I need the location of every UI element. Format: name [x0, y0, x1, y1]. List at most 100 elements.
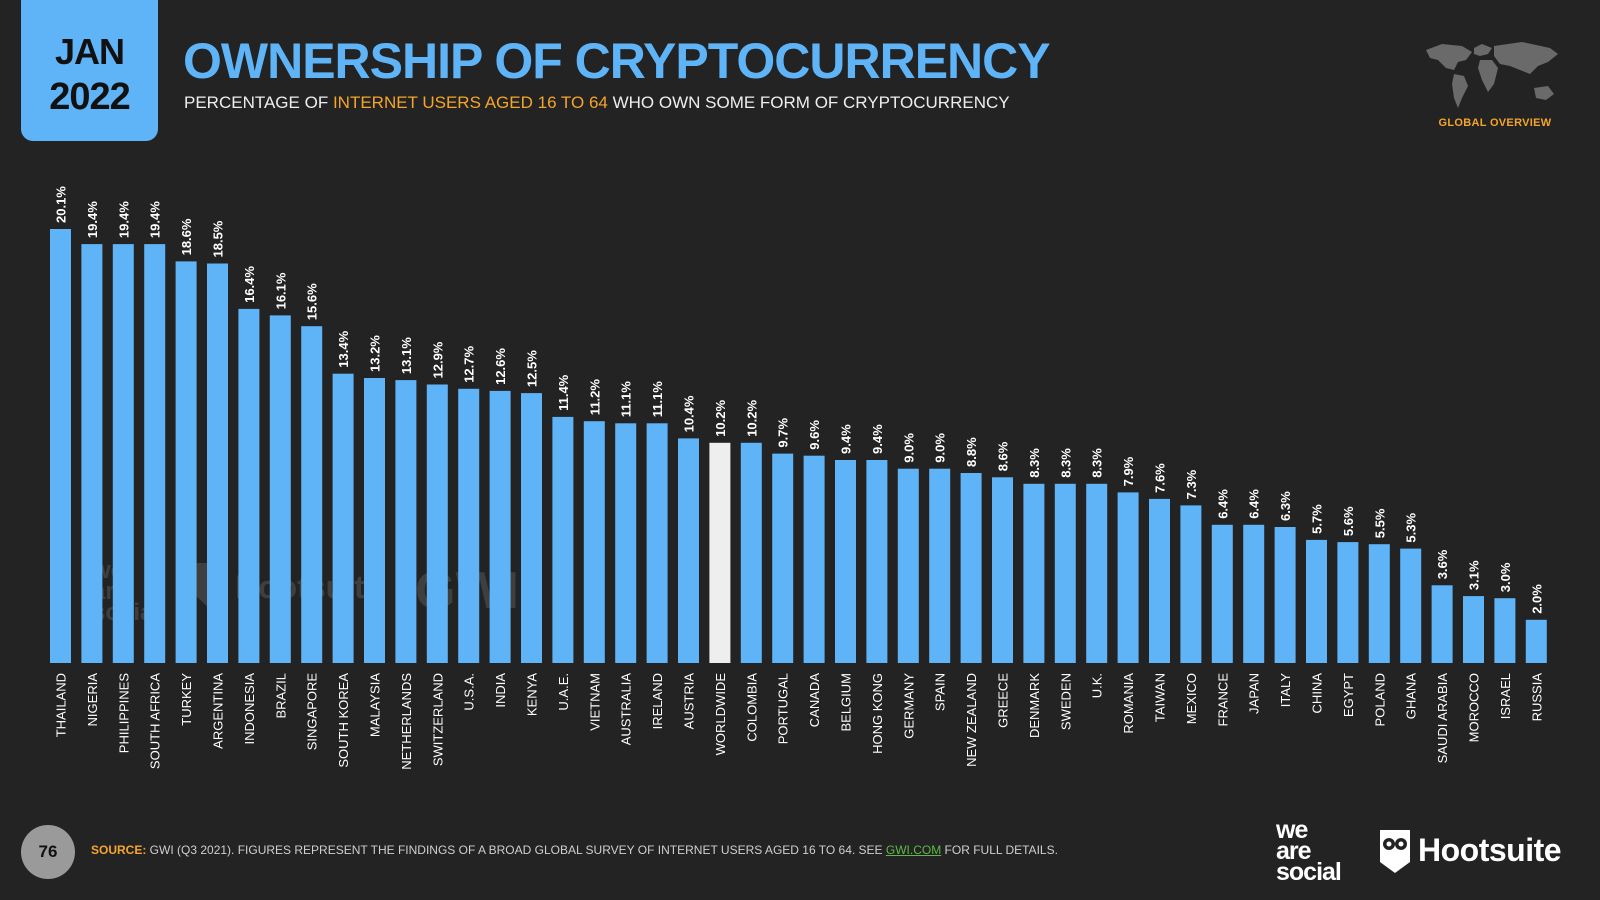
value-label: 13.1%: [399, 337, 414, 374]
value-label: 3.0%: [1498, 562, 1513, 592]
bar-sweden: [1054, 483, 1076, 663]
value-label: 8.3%: [1027, 448, 1042, 478]
category-label: SOUTH AFRICA: [148, 673, 163, 769]
bar-morocco: [1463, 596, 1484, 663]
category-label: U.K.: [1090, 673, 1105, 698]
value-label: 9.7%: [776, 418, 791, 448]
value-label: 7.9%: [1121, 456, 1136, 486]
value-label: 12.9%: [430, 341, 445, 378]
bar-japan: [1243, 524, 1265, 663]
bar-ghana: [1400, 548, 1422, 663]
category-label: SPAIN: [933, 673, 948, 711]
bar-u-k: [1086, 483, 1108, 663]
bar-greece: [992, 477, 1013, 663]
category-label: INDIA: [493, 673, 508, 708]
bar-south-korea: [332, 373, 354, 663]
value-label: 8.3%: [1058, 448, 1073, 478]
value-label: 9.0%: [933, 433, 948, 463]
category-label: PHILIPPINES: [116, 673, 131, 754]
category-label: SAUDI ARABIA: [1435, 673, 1450, 764]
bar-turkey: [175, 261, 197, 663]
value-label: 13.2%: [368, 335, 383, 372]
bar-chart: we are social Hootsuite GWI. 20.1%THAILA…: [50, 186, 1547, 770]
bars: 20.1% THAILAND 19.4% NIGERIA 19.4% PHILIPPINE…: [50, 186, 1547, 770]
value-label: 8.6%: [996, 441, 1011, 471]
category-label: SINGAPORE: [305, 673, 320, 751]
value-label: 8.3%: [1090, 448, 1105, 478]
page-number: 76: [21, 825, 75, 879]
bar-taiwan: [1149, 498, 1170, 663]
bar-netherlands: [395, 380, 417, 663]
bar-worldwide: [709, 442, 731, 663]
value-label: 8.8%: [964, 437, 979, 467]
value-label: 5.6%: [1341, 506, 1356, 536]
value-label: 9.4%: [839, 424, 854, 454]
bar-hong-kong: [866, 460, 888, 663]
bar-brazil: [269, 315, 291, 663]
bar-france: [1211, 524, 1233, 663]
bar-israel: [1494, 598, 1516, 663]
category-label: INDONESIA: [242, 673, 257, 745]
bar-australia: [615, 423, 637, 663]
category-label: SWEDEN: [1058, 673, 1073, 730]
bar-russia: [1525, 619, 1547, 663]
value-label: 11.4%: [556, 374, 571, 411]
category-label: GHANA: [1404, 673, 1419, 720]
category-label: PORTUGAL: [776, 673, 791, 744]
bar-new-zealand: [960, 473, 982, 663]
bar-malaysia: [364, 378, 385, 663]
category-label: GREECE: [996, 673, 1011, 728]
source-tail: FOR FULL DETAILS.: [941, 843, 1058, 857]
value-label: 5.5%: [1372, 508, 1387, 538]
bar-philippines: [112, 244, 134, 663]
bar-south-africa: [144, 244, 166, 663]
category-label: ISRAEL: [1498, 673, 1513, 719]
value-label: 5.7%: [1310, 504, 1325, 534]
category-label: TAIWAN: [1153, 673, 1168, 722]
value-label: 10.4%: [682, 395, 697, 432]
category-label: BELGIUM: [839, 673, 854, 732]
bar-nigeria: [81, 244, 103, 663]
bar-u-a-e: [552, 416, 574, 663]
category-label: TURKEY: [179, 673, 194, 726]
category-label: AUSTRALIA: [619, 673, 634, 746]
source-link[interactable]: GWI.COM: [885, 843, 942, 857]
category-label: CANADA: [807, 673, 822, 728]
bar-saudi-arabia: [1431, 585, 1453, 663]
bar-italy: [1274, 527, 1296, 663]
value-label: 10.2%: [713, 399, 728, 436]
value-label: 7.6%: [1153, 463, 1168, 493]
category-label: U.S.A.: [462, 673, 477, 711]
category-label: AUSTRIA: [682, 673, 697, 730]
value-label: 15.6%: [305, 283, 320, 320]
value-label: 3.6%: [1435, 549, 1450, 579]
category-label: MOROCCO: [1467, 673, 1482, 742]
category-label: COLOMBIA: [744, 673, 759, 742]
value-label: 11.1%: [619, 381, 634, 418]
logo-we-text: we: [1276, 816, 1308, 844]
hootsuite-logo: Hootsuite: [1418, 832, 1562, 868]
chart-subtitle: PERCENTAGE OF INTERNET USERS AGED 16 TO …: [184, 93, 1010, 113]
category-label: U.A.E.: [556, 673, 571, 711]
bar-austria: [678, 438, 699, 663]
value-label: 2.0%: [1529, 584, 1544, 614]
category-label: POLAND: [1372, 673, 1387, 726]
bar-indonesia: [238, 308, 260, 663]
value-label: 16.4%: [242, 266, 257, 303]
subtitle-highlight: INTERNET USERS AGED 16 TO 64: [332, 93, 608, 112]
category-label: NEW ZEALAND: [964, 673, 979, 767]
source-label: SOURCE:: [91, 843, 147, 857]
value-label: 6.3%: [1278, 491, 1293, 521]
category-label: JAPAN: [1247, 673, 1262, 714]
category-label: DENMARK: [1027, 673, 1042, 738]
date-month: JAN: [54, 31, 125, 72]
bar-germany: [897, 468, 919, 663]
category-label: RUSSIA: [1529, 673, 1544, 722]
subtitle-prefix: PERCENTAGE OF: [184, 93, 333, 112]
value-label: 12.5%: [525, 350, 540, 387]
bar-portugal: [772, 453, 794, 663]
value-label: 5.3%: [1404, 513, 1419, 543]
we-are-social-logo: we are social: [1276, 816, 1342, 885]
value-label: 6.4%: [1215, 489, 1230, 519]
category-label: ARGENTINA: [211, 673, 226, 749]
